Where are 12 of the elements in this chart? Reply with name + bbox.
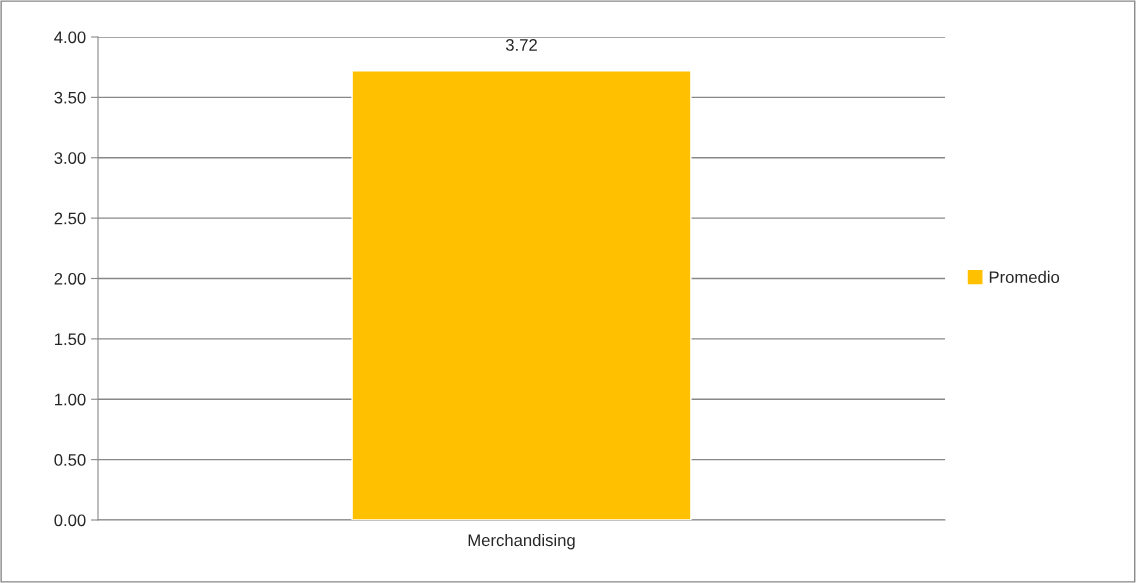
y-tick-label: 0.50	[54, 454, 86, 466]
y-tick-label: 1.50	[55, 333, 86, 346]
y-tick-label: 3.50	[54, 91, 86, 104]
y-tick-label: 4.00	[54, 31, 86, 44]
legend-label: Promedio	[989, 270, 1060, 284]
data-label: 3.72	[505, 39, 537, 51]
y-tick-label: 3.00	[54, 152, 86, 164]
y-tick-label: 2.50	[54, 212, 86, 225]
y-tick-label: 2.00	[54, 272, 86, 285]
x-tick-label: Merchandising	[468, 533, 575, 550]
y-tick-label: 0.00	[54, 514, 86, 527]
y-tick-label: 1.00	[55, 393, 86, 406]
